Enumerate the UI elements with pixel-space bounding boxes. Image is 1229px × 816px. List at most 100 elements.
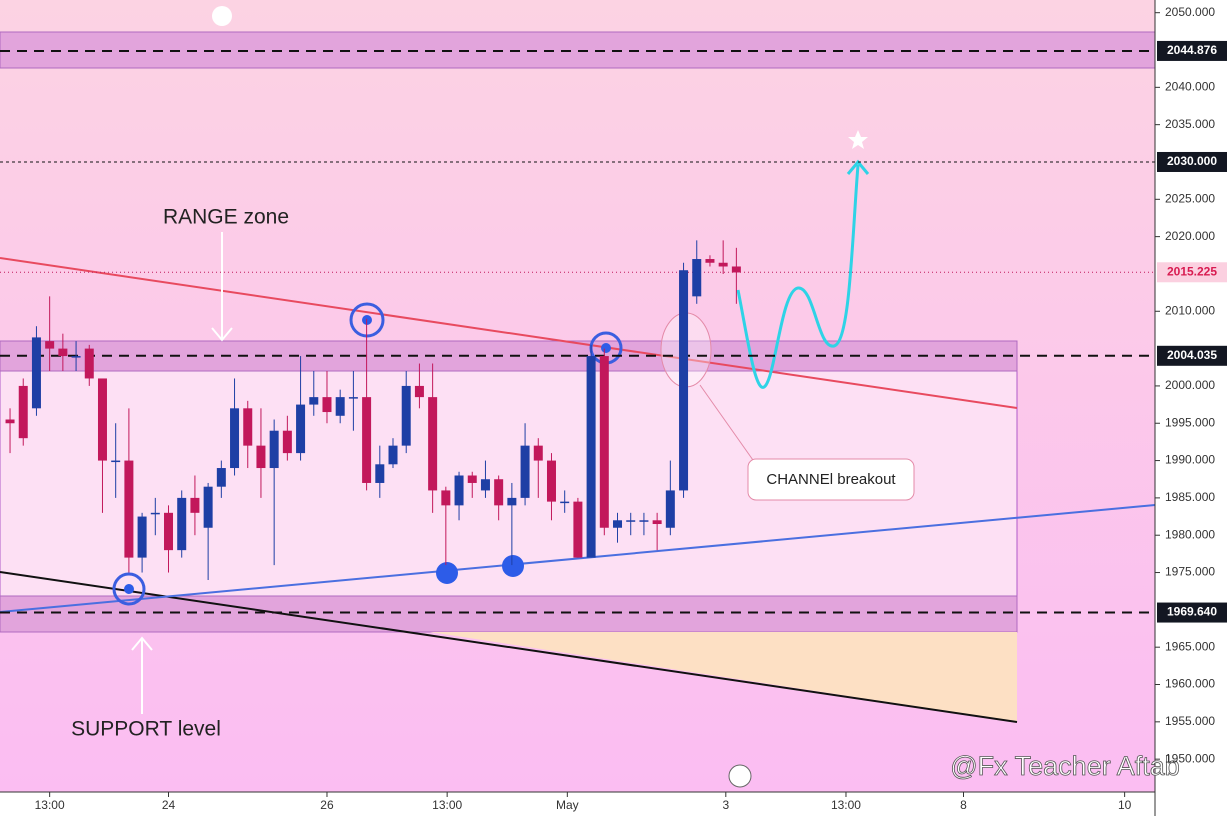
candle-body [520,445,530,498]
candle-body [533,445,543,461]
candle-body [586,356,596,558]
candle-body [414,385,424,398]
x-tick-label: 3 [722,798,729,812]
candle-body [480,479,490,491]
candle-body [679,270,689,491]
annotation: RANGE zone [163,206,289,229]
candle-body [84,348,94,379]
candle-body [718,262,728,267]
candle-body [256,445,266,469]
candle-body [335,397,345,416]
star [848,130,868,149]
y-tick-label: 2000.000 [1165,378,1215,392]
y-tick-label: 1980.000 [1165,527,1215,541]
candle-body [190,497,200,513]
y-tick-label: 1975.000 [1165,565,1215,579]
candle-body [322,397,332,413]
candle-body [309,397,319,405]
candle-body [31,337,41,409]
annotation: SUPPORT level [71,718,221,741]
x-tick-label: 13:00 [35,798,65,812]
zone [0,595,1018,633]
candle-body [5,419,15,424]
icon [212,6,232,26]
candle-body [639,520,649,522]
zone [0,340,1018,372]
candle-body [58,348,68,357]
x-tick-label: 8 [960,798,967,812]
level-tag [1157,602,1227,623]
level-label: 1969.640 [1167,605,1217,619]
y-tick-label: 1960.000 [1165,677,1215,691]
candle-body [705,259,715,263]
candle-body [375,464,385,483]
candle-body [401,385,411,446]
candle-body [164,512,174,551]
x-tick-label: 26 [320,798,334,812]
candle-body [230,408,240,469]
candle-body [362,397,372,483]
x-tick-label: 24 [162,798,176,812]
last-price-tag [1157,262,1227,283]
trend-line [0,504,1156,613]
level-tag [1157,345,1227,366]
candle-body [731,266,741,273]
x-tick-label: May [556,798,579,812]
candle-body [203,486,213,528]
candle-body [45,341,55,349]
y-tick-label: 2010.000 [1165,303,1215,317]
watermark: @Fx Teacher Aftab [950,751,1180,781]
candle-body [652,520,662,525]
arrow [131,636,153,651]
candle-body [71,356,81,358]
y-tick-label: 1955.000 [1165,714,1215,728]
candle-body [546,460,556,502]
candle-body [692,259,702,297]
last-price-label: 2015.225 [1167,264,1217,278]
y-tick-label: 2025.000 [1165,191,1215,205]
candle-body [296,404,306,454]
level-label: 2004.035 [1167,348,1217,362]
candle-body [507,497,517,506]
marker-dots [124,315,611,594]
y-tick-label: 2050.000 [1165,5,1215,19]
candle-body [124,460,134,558]
callout-line [699,384,761,471]
arrow [211,327,233,342]
candle-body [111,460,121,463]
candle-body [18,385,28,439]
candle-body [560,501,570,504]
y-tick-label: 1995.000 [1165,415,1215,429]
candle-body [243,408,253,446]
candle-body [216,468,226,487]
callout-box [747,458,915,501]
candle-body [269,430,279,469]
candle-body [282,430,292,454]
price-axis [1155,0,1229,816]
candle-body [348,397,358,399]
time-axis [0,792,1155,816]
level-tag [1157,40,1227,61]
candle-body [441,490,451,506]
candle-body [626,520,636,522]
candle-body [665,490,675,528]
candle-body [97,378,107,461]
trend-line [0,257,1018,409]
callout: CHANNEl breakout [766,471,896,488]
candle-body [599,356,609,528]
candle-body [428,397,438,491]
candle-body [467,475,477,483]
level-tag [1157,151,1227,172]
candle-body [150,512,160,515]
y-tick-label: 2035.000 [1165,117,1215,131]
projection [736,164,860,389]
candle-body [494,479,504,506]
y-tick-label: 1965.000 [1165,639,1215,653]
y-tick-label: 1990.000 [1165,453,1215,467]
candle-body [177,497,187,551]
candle-body [137,516,147,558]
candle-body [454,475,464,506]
y-tick-label: 1985.000 [1165,490,1215,504]
